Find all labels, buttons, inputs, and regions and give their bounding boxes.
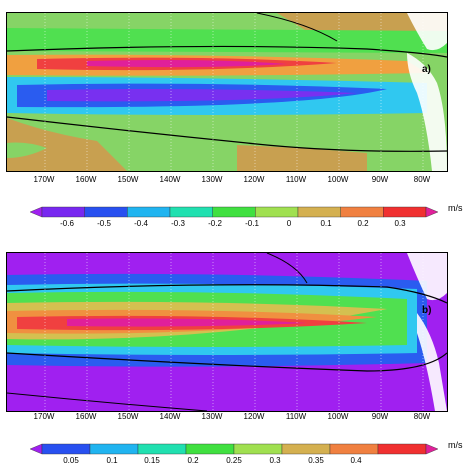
colorbar-b-swatch-2 xyxy=(89,443,139,455)
cbar-a-tick-0: -0.6 xyxy=(60,219,74,228)
colorbar-a-swatch-7 xyxy=(297,206,341,218)
colorbar-a-swatches xyxy=(29,206,439,218)
colorbar-b-swatch-7 xyxy=(329,443,379,455)
longitude-axis-b: 170W 160W 150W 140W 130W 120W 110W 100W … xyxy=(6,412,448,424)
cbar-b-tick-0: 0.05 xyxy=(63,456,79,465)
lon-tick-a-6: 110W xyxy=(285,175,307,184)
colorbar-b-swatch-8 xyxy=(377,443,427,455)
colorbar-b-swatch-0 xyxy=(29,443,43,455)
colorbar-a xyxy=(29,206,439,218)
lon-tick-a-7: 100W xyxy=(327,175,349,184)
cbar-a-tick-1: -0.5 xyxy=(97,219,111,228)
colorbar-a-swatch-0 xyxy=(29,206,43,218)
cbar-a-tick-4: -0.2 xyxy=(208,219,222,228)
lon-tick-b-0: 170W xyxy=(33,412,55,421)
colorbar-a-swatch-4 xyxy=(169,206,213,218)
panel-label-a: a) xyxy=(422,64,431,75)
cbar-b-tick-4: 0.25 xyxy=(226,456,242,465)
cbar-b-tick-2: 0.15 xyxy=(144,456,160,465)
colorbar-a-swatch-5 xyxy=(212,206,256,218)
lon-tick-b-3: 140W xyxy=(159,412,181,421)
map-panel-a-field xyxy=(7,13,447,171)
colorbar-b-swatch-6 xyxy=(281,443,331,455)
cbar-b-tick-1: 0.1 xyxy=(106,456,118,465)
colorbar-a-swatch-9 xyxy=(383,206,427,218)
lon-tick-a-2: 150W xyxy=(117,175,139,184)
lon-tick-b-4: 130W xyxy=(201,412,223,421)
colorbar-a-swatch-8 xyxy=(340,206,384,218)
lon-tick-a-9: 80W xyxy=(413,175,431,184)
colorbar-b-unit: m/s xyxy=(448,440,463,450)
colorbar-b xyxy=(29,443,439,455)
colorbar-a-swatch-2 xyxy=(84,206,128,218)
lon-tick-b-2: 150W xyxy=(117,412,139,421)
lon-tick-b-9: 80W xyxy=(413,412,431,421)
lon-tick-b-6: 110W xyxy=(285,412,307,421)
colorbar-a-ticks: -0.6 -0.5 -0.4 -0.3 -0.2 -0.1 0 0.1 0.2 … xyxy=(30,219,438,231)
colorbar-b-ticks: 0.05 0.1 0.15 0.2 0.25 0.3 0.35 0.4 xyxy=(30,456,438,468)
map-panel-b xyxy=(6,252,448,412)
lon-tick-a-8: 90W xyxy=(371,175,389,184)
cbar-a-tick-8: 0.2 xyxy=(357,219,369,228)
lon-tick-a-0: 170W xyxy=(33,175,55,184)
colorbar-b-swatch-5 xyxy=(233,443,283,455)
colorbar-a-unit: m/s xyxy=(448,203,463,213)
colorbar-a-swatch-3 xyxy=(127,206,171,218)
lon-tick-b-5: 120W xyxy=(243,412,265,421)
map-panel-b-field xyxy=(7,253,447,411)
colorbar-a-swatch-1 xyxy=(41,206,85,218)
colorbar-a-swatch-10 xyxy=(425,206,439,218)
cbar-a-tick-5: -0.1 xyxy=(245,219,259,228)
colorbar-b-swatches xyxy=(29,443,439,455)
cbar-b-tick-5: 0.3 xyxy=(269,456,281,465)
cbar-a-tick-2: -0.4 xyxy=(134,219,148,228)
lon-tick-a-5: 120W xyxy=(243,175,265,184)
lon-tick-a-1: 160W xyxy=(75,175,97,184)
lon-tick-a-4: 130W xyxy=(201,175,223,184)
cbar-a-tick-7: 0.1 xyxy=(320,219,332,228)
panel-label-b: b) xyxy=(422,305,432,316)
lon-tick-b-8: 90W xyxy=(371,412,389,421)
lon-tick-b-7: 100W xyxy=(327,412,349,421)
cbar-b-tick-6: 0.35 xyxy=(308,456,324,465)
cbar-b-tick-7: 0.4 xyxy=(350,456,362,465)
colorbar-b-swatch-1 xyxy=(41,443,91,455)
map-panel-a xyxy=(6,12,448,172)
cbar-a-tick-9: 0.3 xyxy=(394,219,406,228)
cbar-a-tick-6: 0 xyxy=(286,219,292,228)
cbar-b-tick-3: 0.2 xyxy=(187,456,199,465)
colorbar-a-swatch-6 xyxy=(255,206,299,218)
cbar-a-tick-3: -0.3 xyxy=(171,219,185,228)
colorbar-b-swatch-9 xyxy=(425,443,439,455)
colorbar-b-swatch-3 xyxy=(137,443,187,455)
lon-tick-a-3: 140W xyxy=(159,175,181,184)
colorbar-b-swatch-4 xyxy=(185,443,235,455)
longitude-axis-a: 170W 160W 150W 140W 130W 120W 110W 100W … xyxy=(6,175,448,187)
lon-tick-b-1: 160W xyxy=(75,412,97,421)
